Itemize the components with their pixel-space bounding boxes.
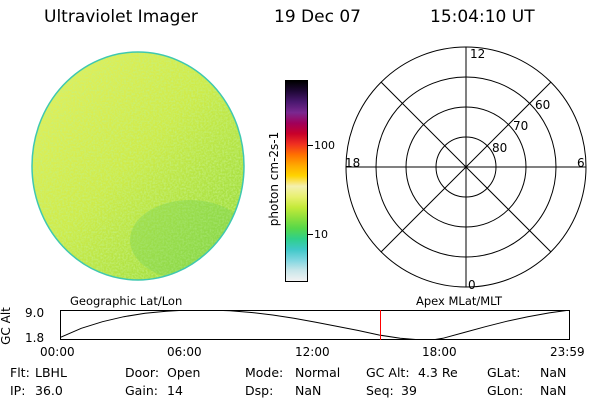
glat-value: NaN xyxy=(540,365,567,380)
mode-value: Normal xyxy=(295,365,341,380)
colorbar xyxy=(285,80,308,282)
ip-value: 36.0 xyxy=(35,383,63,398)
polar-grid xyxy=(345,46,587,288)
time-label: 15:04:10 UT xyxy=(430,7,535,27)
alt-xtick-4: 23:59 xyxy=(550,345,585,359)
alt-ytick-min: 1.8 xyxy=(25,331,45,345)
dsp-value: NaN xyxy=(295,383,322,398)
colorbar-tick-mark xyxy=(308,234,313,235)
colorbar-tick-10: 10 xyxy=(314,228,328,241)
mlt-label-0: 0 xyxy=(468,278,476,292)
mode-label: Mode: xyxy=(245,365,284,380)
altitude-plot xyxy=(60,310,570,340)
seq-label: Seq: xyxy=(366,383,394,398)
glon-label: GLon: xyxy=(487,383,524,398)
mlat-label-60: 60 xyxy=(535,98,551,112)
flt-value: LBHL xyxy=(35,365,67,380)
colorbar-tick-mark xyxy=(308,145,313,146)
ip-label: IP: xyxy=(10,383,26,398)
flt-label: Flt: xyxy=(10,365,30,380)
door-value: Open xyxy=(167,365,201,380)
geographic-label: Geographic Lat/Lon xyxy=(70,294,183,308)
colorbar-tick-100: 100 xyxy=(314,139,335,152)
alt-ylabel: GC Alt xyxy=(0,307,13,345)
uv-disk-image xyxy=(31,51,245,281)
glat-label: GLat: xyxy=(487,365,521,380)
mlt-label-12: 12 xyxy=(470,47,486,61)
gcalt-value: 4.3 Re xyxy=(418,365,458,380)
glon-value: NaN xyxy=(540,383,567,398)
dsp-label: Dsp: xyxy=(245,383,274,398)
seq-value: 39 xyxy=(401,383,417,398)
gain-value: 14 xyxy=(167,383,183,398)
alt-ytick-max: 9.0 xyxy=(25,306,45,320)
alt-xtick-2: 12:00 xyxy=(295,345,330,359)
date-label: 19 Dec 07 xyxy=(274,7,361,27)
alt-xtick-0: 00:00 xyxy=(40,345,75,359)
gain-label: Gain: xyxy=(125,383,158,398)
mlat-label-80: 80 xyxy=(492,141,508,155)
door-label: Door: xyxy=(125,365,160,380)
mlt-label-18: 18 xyxy=(345,156,361,170)
instrument-title: Ultraviolet Imager xyxy=(44,7,198,27)
altitude-series-line xyxy=(60,310,570,340)
gcalt-label: GC Alt: xyxy=(366,365,410,380)
mlt-label-6: 6 xyxy=(577,156,585,170)
mlat-label-70: 70 xyxy=(513,119,529,133)
colorbar-label: photon cm-2s-1 xyxy=(267,131,281,227)
apex-label: Apex MLat/MLT xyxy=(416,294,503,308)
alt-xtick-1: 06:00 xyxy=(167,345,202,359)
alt-xtick-3: 18:00 xyxy=(422,345,457,359)
